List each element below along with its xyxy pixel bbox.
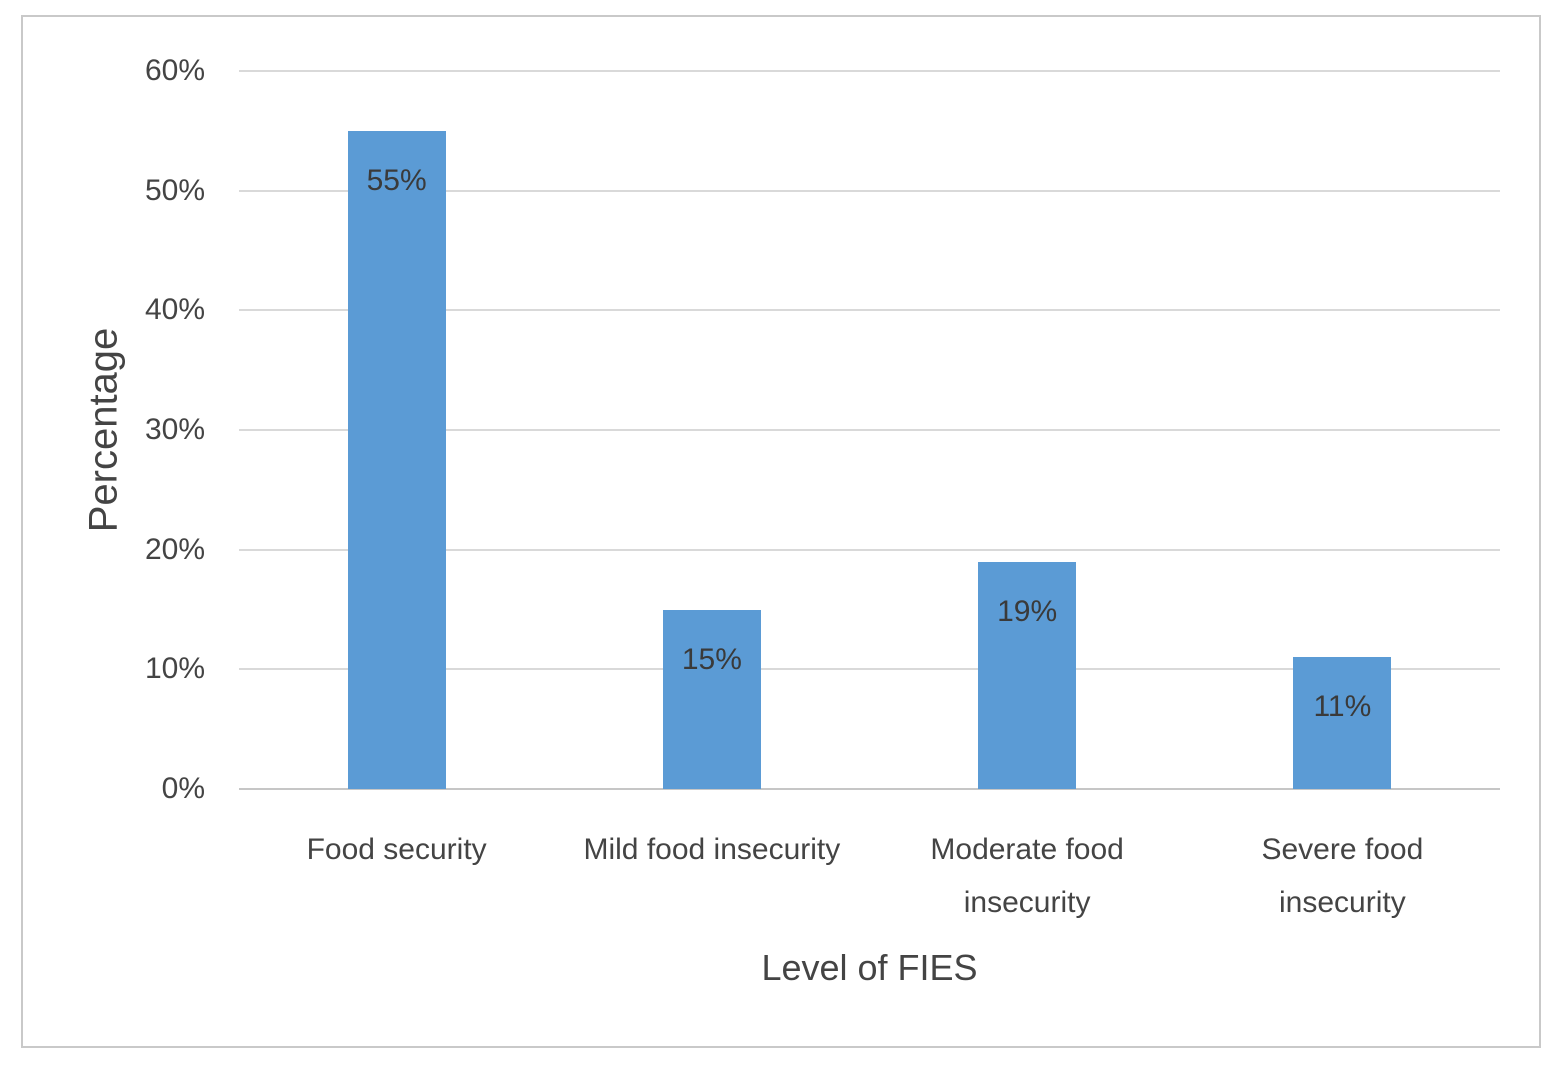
gridline [239, 309, 1500, 312]
chart-figure: Percentage Level of FIES 0% 10% 20% 30% 40% 5… [21, 15, 1541, 1048]
bar-mild-food-insecurity [662, 609, 761, 789]
gridline [239, 70, 1500, 72]
x-category-label: Food security [306, 833, 487, 866]
gridline [239, 788, 1500, 790]
x-axis-title: Level of FIES [761, 947, 978, 988]
gridline [239, 668, 1500, 671]
gridline [239, 548, 1500, 551]
gridline [239, 429, 1500, 431]
y-tick-label: 0% [161, 772, 205, 805]
bar-value-label: 11% [1313, 690, 1372, 724]
x-category-label: Severe food insecurity [1261, 833, 1424, 919]
y-tick-label: 10% [144, 652, 205, 686]
x-category-label: Mild food insecurity [583, 833, 841, 866]
y-tick-label: 30% [144, 413, 205, 446]
bar-severe-food-insecurity [1293, 657, 1392, 789]
bar-value-label: 15% [681, 642, 742, 676]
gridline [239, 189, 1500, 192]
x-category-label: Moderate food insecurity [930, 833, 1124, 919]
y-tick-label: 60% [144, 54, 205, 87]
y-tick-label: 40% [144, 293, 205, 327]
bar-food-security [347, 130, 446, 789]
y-tick-label: 50% [144, 173, 205, 207]
bar-moderate-food-insecurity [978, 561, 1077, 789]
bar-value-label: 55% [366, 163, 427, 197]
y-tick-label: 20% [144, 532, 205, 566]
bar-value-label: 19% [997, 594, 1058, 628]
